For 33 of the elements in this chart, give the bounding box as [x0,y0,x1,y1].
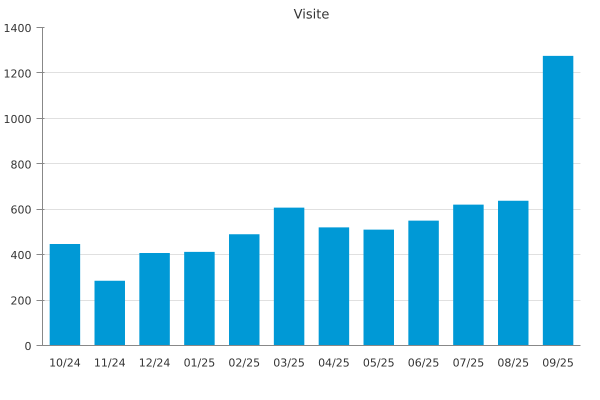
chart-title: Visite [294,8,330,22]
y-tick-label: 1200 [4,67,32,80]
bar [139,253,170,346]
x-tick-label: 09/25 [542,356,574,370]
x-tick-label: 07/25 [452,356,484,370]
x-tick-label: 04/25 [318,356,350,370]
x-tick-label: 02/25 [228,356,260,370]
x-tick-label: 12/24 [138,356,170,370]
x-tick-label: 10/24 [49,356,81,370]
y-tick-label: 1400 [4,22,32,35]
bar [498,200,528,346]
y-tick-label: 400 [10,249,32,262]
x-tick-label: 11/24 [94,356,126,370]
x-tick-label: 03/25 [273,356,305,370]
bar [364,230,394,346]
bar [318,227,350,346]
bar [274,208,304,346]
x-tick-label: 01/25 [184,356,216,370]
bar [229,234,260,346]
y-tick-label: 600 [10,204,32,217]
bar [542,56,574,346]
y-tick-label: 1000 [4,112,32,126]
x-tick-label: 08/25 [497,356,530,370]
bar [94,280,125,346]
x-tick-label: 06/25 [408,356,440,370]
y-tick-label: 200 [10,294,32,308]
bar [184,252,215,346]
bar [453,204,484,346]
y-tick-label: 0 [24,340,32,353]
bar [408,220,439,346]
x-tick-label: 05/25 [362,356,395,370]
y-tick-label: 800 [10,158,32,172]
bar [50,244,80,346]
